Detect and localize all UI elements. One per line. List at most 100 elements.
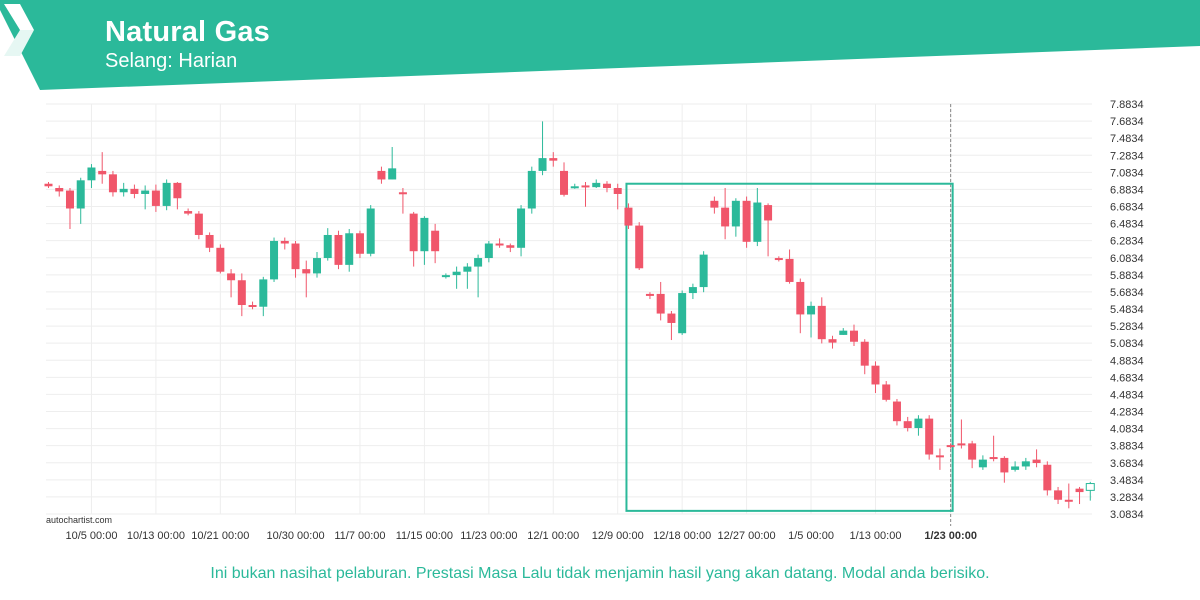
candle-body: [946, 445, 955, 448]
candle-body: [452, 271, 461, 276]
y-tick-label: 5.6834: [1110, 287, 1144, 299]
candle: [1085, 481, 1095, 501]
y-tick-label: 7.6834: [1110, 116, 1144, 128]
candle-body: [323, 234, 332, 259]
y-tick-label: 3.4834: [1110, 475, 1144, 487]
candle-body: [259, 279, 268, 307]
candle: [108, 170, 117, 197]
candle-body: [817, 305, 826, 340]
candle: [860, 339, 869, 375]
candle-body: [721, 207, 730, 227]
candle-body: [570, 186, 579, 189]
candle-body: [517, 208, 526, 248]
candle-body: [860, 341, 869, 366]
candle: [248, 301, 257, 310]
candle: [398, 187, 407, 214]
y-tick-label: 4.0834: [1110, 424, 1144, 436]
candle-body: [957, 443, 966, 446]
candle-body: [1011, 466, 1020, 470]
candle: [162, 179, 171, 211]
candle-body: [431, 230, 440, 252]
candle-body: [1085, 483, 1095, 491]
candle: [613, 183, 622, 210]
candle-body: [98, 170, 107, 175]
candle: [441, 273, 450, 279]
candle-body: [613, 187, 622, 194]
candle: [721, 187, 730, 240]
candle: [774, 256, 783, 262]
candle-body: [141, 190, 150, 194]
candle-body: [194, 213, 203, 235]
candle-body: [699, 254, 708, 288]
candle-body: [87, 167, 96, 181]
y-tick-label: 3.6834: [1110, 458, 1144, 470]
candle: [302, 260, 311, 298]
candle: [280, 237, 289, 250]
y-tick-label: 7.2834: [1110, 150, 1144, 162]
candle-body: [968, 443, 977, 460]
candle-body: [119, 188, 128, 193]
candle: [850, 324, 858, 347]
candle-body: [871, 365, 880, 385]
watermark: autochartist.com: [46, 515, 113, 525]
candle: [495, 238, 504, 248]
candle-body: [270, 240, 279, 280]
candle: [581, 182, 590, 207]
candle: [871, 361, 880, 393]
candle: [968, 440, 977, 469]
candle: [1075, 486, 1084, 505]
candle-body: [1054, 490, 1063, 500]
candle: [259, 276, 268, 317]
candle-body: [1064, 499, 1073, 502]
candle-body: [678, 293, 687, 334]
candle-body: [710, 200, 719, 208]
candle-body: [173, 182, 182, 199]
candle-body: [796, 281, 805, 315]
candle: [742, 196, 751, 248]
candle: [355, 230, 364, 259]
candle-body: [463, 266, 472, 272]
candle-body: [602, 183, 611, 188]
candle-body: [592, 182, 601, 188]
candle: [323, 228, 332, 261]
y-tick-label: 7.0834: [1110, 167, 1144, 179]
candle: [678, 290, 687, 335]
candle-body: [538, 158, 547, 171]
candle-body: [764, 205, 773, 221]
candle-body: [989, 457, 998, 460]
candle: [925, 415, 934, 460]
candle: [484, 240, 493, 263]
candle-body: [742, 200, 751, 242]
candle-body: [753, 202, 762, 242]
candle-body: [935, 455, 944, 458]
candle-body: [76, 180, 85, 209]
y-tick-label: 4.8834: [1110, 355, 1144, 367]
candle: [1011, 461, 1020, 472]
candle-body: [624, 207, 633, 226]
candle-body: [162, 182, 171, 206]
candle: [538, 121, 547, 176]
x-tick-label: 11/7 00:00: [334, 530, 385, 542]
candle: [946, 443, 955, 449]
candle: [151, 184, 160, 212]
candle: [839, 328, 848, 335]
candle-body: [688, 287, 697, 294]
candle-body: [495, 243, 504, 246]
candle-body: [549, 158, 558, 161]
candle: [366, 205, 375, 257]
candle-body: [130, 188, 139, 194]
candle-body: [882, 384, 891, 400]
candle: [957, 419, 966, 449]
header-banner: Natural Gas Selang: Harian: [0, 0, 1200, 90]
candle: [409, 211, 418, 267]
candle: [420, 216, 429, 265]
candle-body: [280, 240, 289, 244]
candle: [463, 263, 472, 289]
candle: [592, 179, 601, 188]
candle-body: [560, 170, 569, 195]
candle: [1054, 486, 1063, 505]
candles-layer: [44, 121, 1095, 509]
candle: [882, 381, 891, 402]
candle-body: [227, 273, 236, 281]
